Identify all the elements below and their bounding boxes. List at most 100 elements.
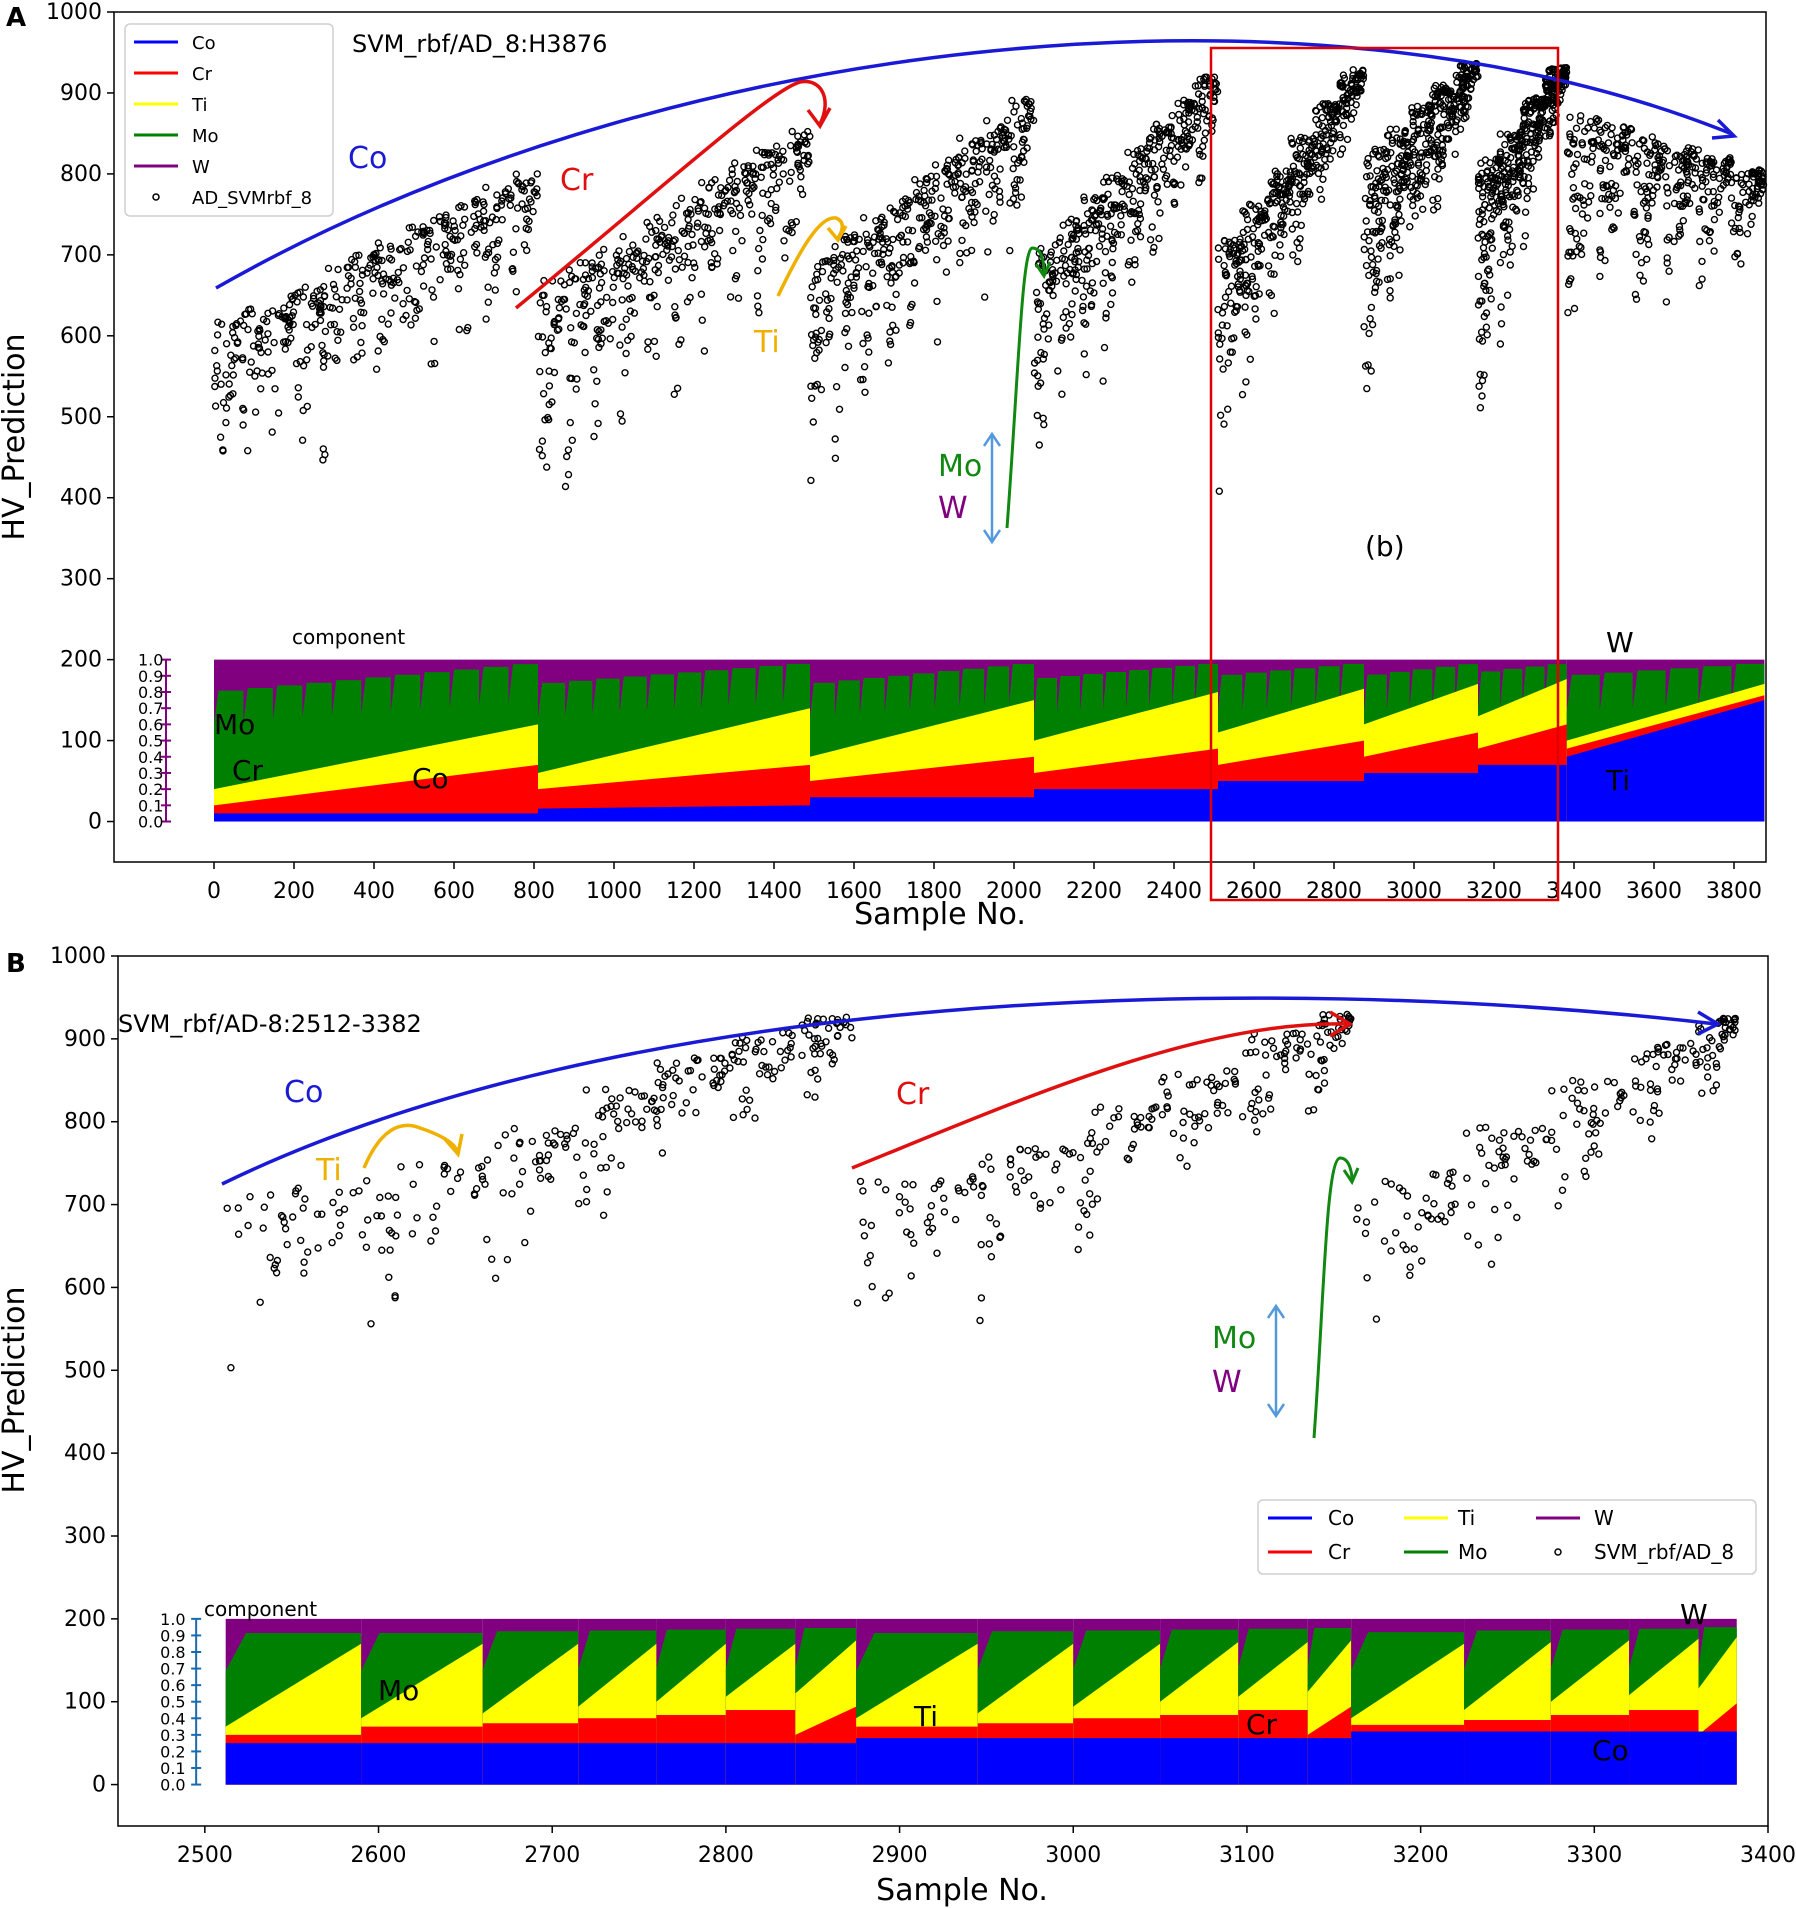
inset-tick-label: 0.0	[138, 813, 163, 832]
data-point	[1368, 320, 1377, 329]
data-point	[357, 308, 365, 316]
data-point	[1370, 192, 1379, 201]
data-point	[1467, 1201, 1476, 1209]
data-point	[629, 241, 637, 249]
data-point	[229, 322, 237, 331]
data-point	[760, 1047, 768, 1056]
data-point	[1382, 149, 1390, 158]
data-point	[764, 190, 772, 199]
data-point	[762, 1063, 770, 1071]
data-point	[1170, 157, 1178, 165]
data-point	[1067, 230, 1076, 239]
data-point	[420, 254, 429, 262]
data-point	[1338, 145, 1347, 153]
data-point	[1120, 202, 1128, 210]
data-point	[926, 1213, 935, 1221]
b-cr-trend-arrowhead	[1329, 1010, 1354, 1038]
data-point	[1367, 253, 1376, 261]
data-point	[1142, 183, 1150, 192]
data-point	[822, 290, 830, 298]
data-point	[1681, 1056, 1689, 1064]
b-ti-trend-arrowhead	[442, 1133, 464, 1158]
data-point	[767, 185, 775, 194]
data-point	[1496, 258, 1505, 267]
data-point	[1422, 1194, 1430, 1202]
data-point	[769, 1074, 777, 1083]
data-point	[1560, 1085, 1568, 1093]
data-point	[933, 1249, 941, 1257]
data-point	[1496, 130, 1505, 138]
data-point	[772, 142, 781, 150]
composition-co-band	[725, 1743, 796, 1785]
panel-b-scatter-points	[223, 1010, 1740, 1372]
data-point	[478, 1172, 486, 1180]
data-point	[932, 172, 941, 181]
data-point	[657, 1105, 665, 1114]
data-point	[618, 417, 626, 425]
data-point	[1523, 1157, 1532, 1165]
data-point	[1444, 135, 1453, 143]
data-point	[975, 177, 984, 186]
data-point	[1423, 121, 1432, 129]
data-point	[1497, 197, 1506, 205]
data-point	[1130, 1112, 1138, 1121]
data-point	[1353, 88, 1361, 97]
data-point	[1086, 226, 1095, 234]
data-point	[780, 237, 788, 245]
data-point	[1622, 167, 1630, 175]
data-point	[988, 181, 997, 190]
data-point	[1180, 1107, 1188, 1115]
data-point	[568, 374, 576, 383]
data-point	[1118, 187, 1126, 196]
data-point	[1261, 1038, 1269, 1046]
data-point	[1531, 141, 1539, 150]
data-point	[983, 116, 991, 125]
data-point	[1124, 261, 1133, 269]
data-point	[985, 1240, 993, 1248]
data-point	[415, 1160, 424, 1169]
data-point	[373, 1211, 381, 1220]
data-point	[805, 1031, 813, 1039]
data-point	[1163, 180, 1172, 188]
data-point	[698, 178, 706, 187]
data-point	[1637, 259, 1646, 267]
data-point	[1341, 96, 1349, 104]
data-point	[1245, 200, 1254, 209]
data-point	[1630, 210, 1638, 218]
data-point	[1006, 199, 1014, 207]
legend-b-label-cr: Cr	[1328, 1540, 1351, 1564]
data-point	[977, 1294, 986, 1302]
data-point	[1522, 127, 1531, 135]
data-point	[951, 189, 959, 197]
data-point	[708, 263, 716, 272]
b-annotation-cr: Cr	[896, 1077, 930, 1112]
data-point	[447, 256, 455, 265]
data-point	[1580, 127, 1589, 136]
data-point	[738, 1095, 746, 1103]
panel-b-legend: Co Ti W Cr Mo SVM_rbf/AD_8	[1257, 1499, 1757, 1575]
data-point	[283, 1240, 291, 1249]
inset-a-label-w: W	[1606, 626, 1634, 659]
data-point	[814, 262, 822, 271]
data-point	[498, 215, 506, 224]
data-point	[1364, 161, 1373, 170]
data-point	[732, 186, 741, 195]
data-point	[969, 156, 977, 164]
data-point	[1393, 202, 1402, 210]
data-point	[1584, 198, 1593, 206]
data-point	[1303, 1040, 1312, 1048]
data-point	[1317, 130, 1325, 138]
data-point	[461, 215, 469, 224]
data-point	[1281, 1065, 1290, 1074]
data-point	[397, 244, 405, 253]
data-point	[1386, 252, 1394, 260]
data-point	[1496, 148, 1505, 156]
data-point	[378, 256, 386, 265]
annotation-b: (b)	[1365, 530, 1405, 563]
data-point	[1129, 208, 1137, 217]
data-point	[1076, 1199, 1085, 1207]
data-point	[1564, 308, 1572, 317]
data-point	[1737, 260, 1745, 268]
data-point	[1320, 1055, 1328, 1064]
data-point	[727, 197, 735, 205]
